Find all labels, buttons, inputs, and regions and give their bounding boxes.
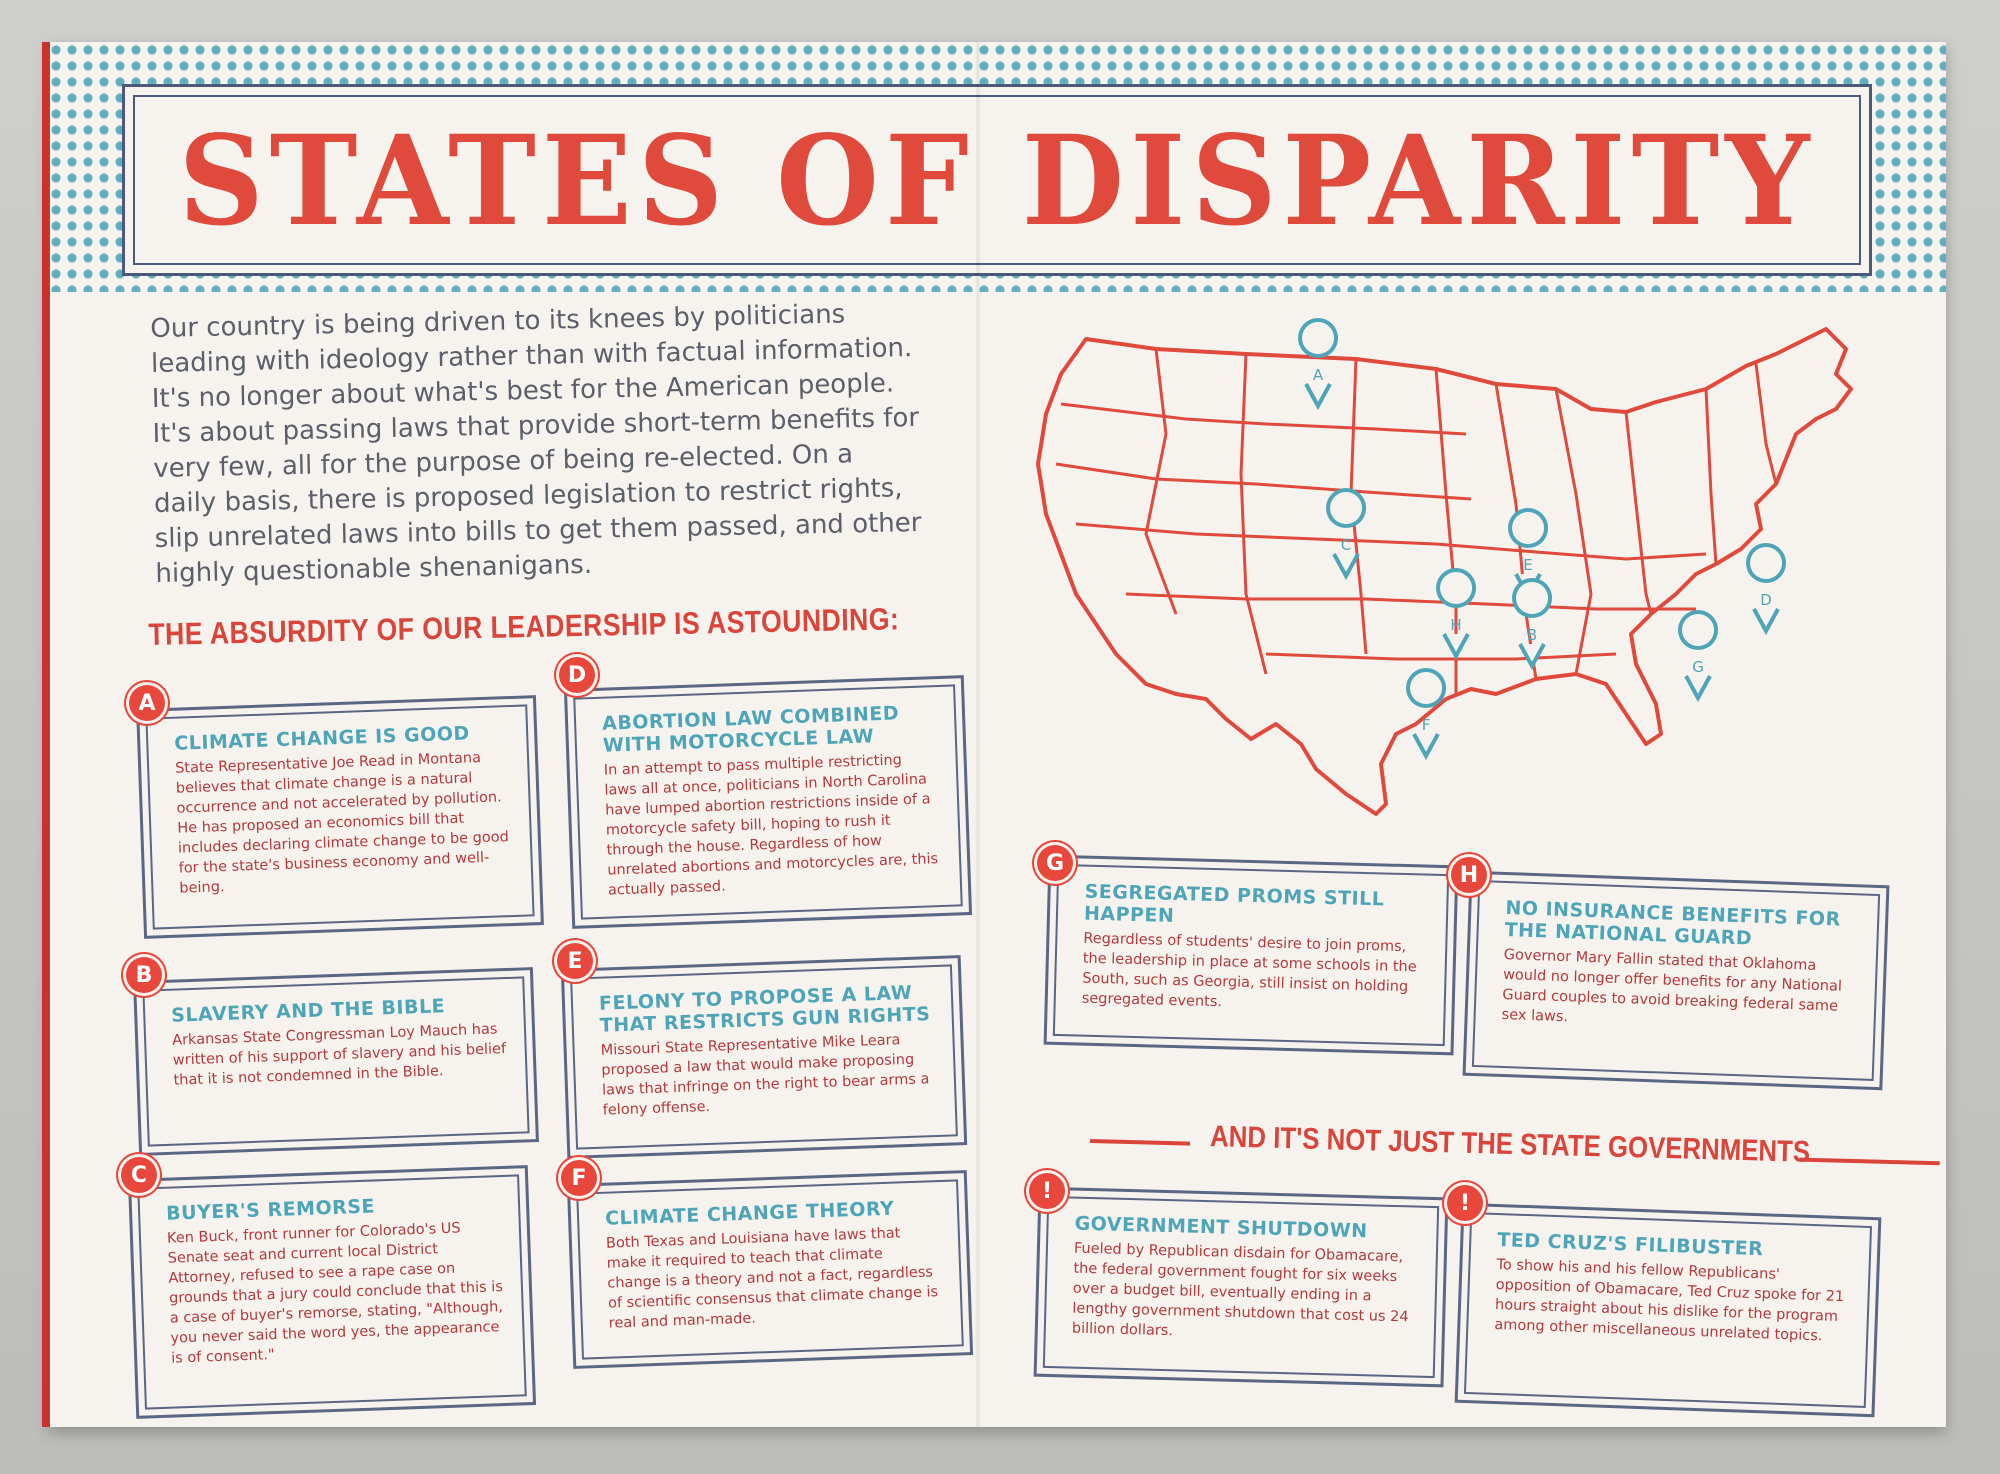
badge-e: E <box>554 940 596 982</box>
section-heading: THE ABSURDITY OF OUR LEADERSHIP IS ASTOU… <box>148 601 900 652</box>
badge-a: A <box>126 682 168 724</box>
card-b: SLAVERY AND THE BIBLE Arkansas State Con… <box>133 967 539 1156</box>
badge-d: D <box>556 654 598 696</box>
badge-c: C <box>118 1154 160 1196</box>
map-pin-a: A <box>1298 318 1339 411</box>
card-h-title: NO INSURANCE BENEFITS FOR THE NATIONAL G… <box>1504 897 1842 950</box>
center-fold <box>975 42 981 1427</box>
card-g-title: SEGREGATED PROMS STILL HAPPEN <box>1083 880 1385 927</box>
map-pin-h-label: H <box>1450 616 1461 634</box>
map-pin-f-label: F <box>1422 716 1431 734</box>
badge-filibuster: ! <box>1444 1182 1486 1224</box>
map-pin-g: G <box>1678 610 1719 703</box>
title-banner: STATES OF DISPARITY <box>122 84 1872 276</box>
us-map-outline <box>1036 327 1853 816</box>
card-shutdown-title: GOVERNMENT SHUTDOWN <box>1074 1212 1368 1243</box>
card-d: ABORTION LAW COMBINED WITH MOTORCYCLE LA… <box>563 675 973 929</box>
map-pin-b: B <box>1512 578 1553 671</box>
card-f: CLIMATE CHANGE THEORY Both Texas and Lou… <box>566 1170 974 1369</box>
divider-heading: AND IT'S NOT JUST THE STATE GOVERNMENTS <box>1209 1120 1811 1169</box>
brochure-spread: STATES OF DISPARITY Our country is being… <box>48 42 1946 1427</box>
card-a-body: State Representative Joe Read in Montana… <box>174 750 510 897</box>
section-divider: AND IT'S NOT JUST THE STATE GOVERNMENTS <box>1089 1117 1950 1189</box>
map-pin-e-label: E <box>1523 556 1532 574</box>
map-pin-h: H <box>1436 568 1477 661</box>
card-filibuster-body: To show his and his fellow Republicans' … <box>1494 1256 1845 1345</box>
badge-g: G <box>1034 842 1076 884</box>
card-shutdown-body: Fueled by Republican disdain for Obamaca… <box>1071 1240 1409 1340</box>
map-pin-g-label: G <box>1692 658 1704 676</box>
card-a: CLIMATE CHANGE IS GOOD State Representat… <box>136 695 544 939</box>
card-f-body: Both Texas and Louisiana have laws that … <box>605 1225 939 1332</box>
card-h-body: Governor Mary Fallin stated that Oklahom… <box>1501 946 1843 1026</box>
map-pin-d: D <box>1746 543 1787 636</box>
badge-h: H <box>1448 854 1490 896</box>
badge-f: F <box>558 1157 600 1199</box>
intro-paragraph: Our country is being driven to its knees… <box>150 299 922 589</box>
map-pin-f: F <box>1406 668 1447 761</box>
card-c: BUYER'S REMORSE Ken Buck, front runner f… <box>127 1165 537 1419</box>
card-b-body: Arkansas State Congressman Loy Mauch has… <box>171 1021 507 1089</box>
divider-line-right <box>1799 1157 1940 1166</box>
card-g-body: Regardless of students' desire to join p… <box>1081 930 1417 1011</box>
map-pin-b-label: B <box>1527 626 1537 644</box>
map-pin-c-label: C <box>1341 536 1351 554</box>
map-pin-c: C <box>1326 488 1367 581</box>
card-e: FELONY TO PROPOSE A LAW THAT RESTRICTS G… <box>560 955 968 1159</box>
us-map: A C E H B D G F <box>1036 318 1853 816</box>
card-g: SEGREGATED PROMS STILL HAPPEN Regardless… <box>1043 854 1459 1056</box>
card-e-body: Missouri State Representative Mike Leara… <box>600 1032 930 1119</box>
map-pin-a-label: A <box>1313 366 1324 384</box>
card-d-body: In an attempt to pass multiple restricti… <box>603 752 939 899</box>
card-shutdown: GOVERNMENT SHUTDOWN Fueled by Republican… <box>1033 1186 1449 1388</box>
card-d-title: ABORTION LAW COMBINED WITH MOTORCYCLE LA… <box>601 702 900 757</box>
card-filibuster: TED CRUZ'S FILIBUSTER To show his and hi… <box>1454 1202 1882 1418</box>
map-pin-d-label: D <box>1760 591 1772 609</box>
card-e-title: FELONY TO PROPOSE A LAW THAT RESTRICTS G… <box>598 981 931 1037</box>
badge-b: B <box>123 954 165 996</box>
map-pins: A C E H B D G F <box>1298 318 1787 761</box>
book-edge <box>42 42 50 1427</box>
card-h: NO INSURANCE BENEFITS FOR THE NATIONAL G… <box>1462 870 1890 1091</box>
divider-line-left <box>1089 1139 1191 1146</box>
badge-shutdown: ! <box>1026 1170 1068 1212</box>
page-title: STATES OF DISPARITY <box>178 107 1816 253</box>
card-c-body: Ken Buck, front runner for Colorado's US… <box>166 1220 504 1367</box>
